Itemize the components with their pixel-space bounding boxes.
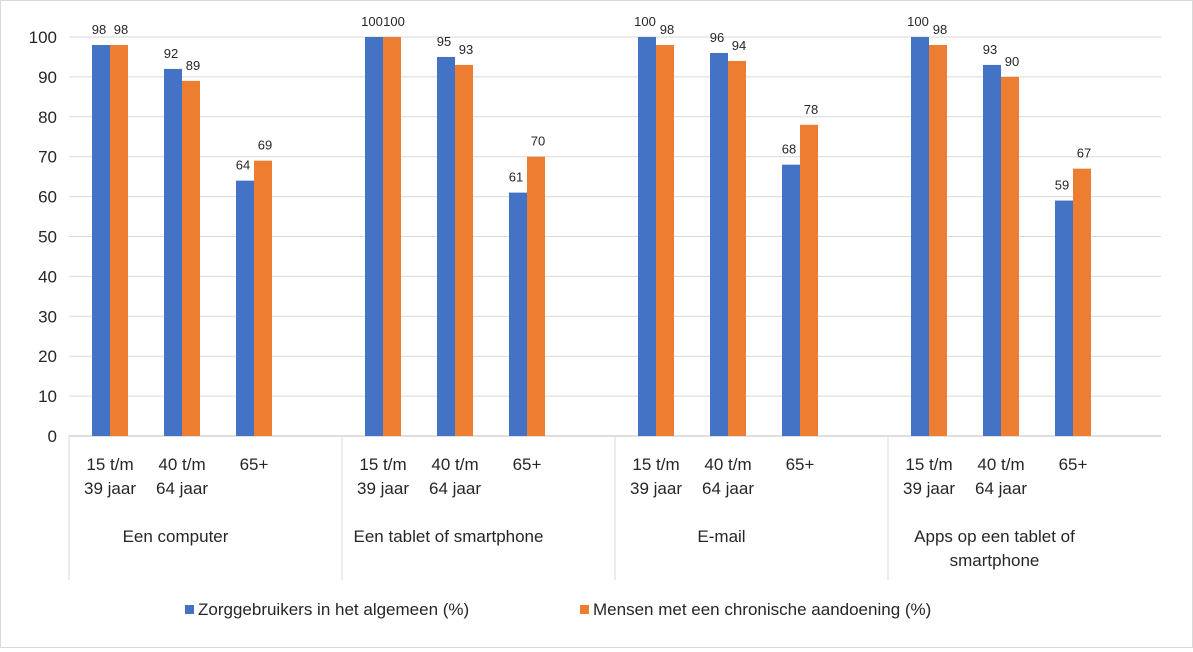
x-subcategory-label: 40 t/m [704,455,751,474]
x-group-label: smartphone [950,551,1040,570]
data-label: 100 [383,14,405,29]
x-subcategory-label: 65+ [1059,455,1088,474]
legend-swatch [185,605,194,614]
data-label: 98 [933,22,947,37]
y-tick-label: 20 [38,347,57,366]
x-subcategory-label: 39 jaar [630,479,682,498]
data-label: 93 [459,42,473,57]
bar [1055,200,1073,436]
x-group-label: Een tablet of smartphone [354,527,544,546]
bar [782,164,800,436]
data-label: 90 [1005,54,1019,69]
y-tick-label: 90 [38,68,57,87]
data-label: 89 [186,58,200,73]
bar [437,56,455,436]
x-subcategory-label: 65+ [240,455,269,474]
data-label: 100 [634,14,656,29]
legend-swatch [580,605,589,614]
y-tick-label: 60 [38,188,57,207]
data-label: 98 [92,22,106,37]
bar [383,37,401,436]
x-subcategory-label: 64 jaar [975,479,1027,498]
bar [656,44,674,436]
data-label: 94 [732,38,746,53]
x-subcategory-label: 64 jaar [429,479,481,498]
data-label: 61 [509,170,523,185]
bar [929,44,947,436]
x-subcategory-label: 15 t/m [86,455,133,474]
data-label: 78 [804,102,818,117]
bar [164,68,182,437]
data-label: 67 [1077,146,1091,161]
legend-label: Zorggebruikers in het algemeen (%) [198,600,469,619]
x-axis: 15 t/m 39 jaar 40 t/m 64 jaar 65+ Een compute… [68,436,1088,580]
x-subcategory-label: 65+ [513,455,542,474]
bar [710,52,728,437]
y-tick-label: 0 [48,427,57,446]
bar [1073,168,1091,437]
data-label: 59 [1055,178,1069,193]
y-tick-label: 10 [38,387,57,406]
bar [800,124,818,436]
x-subcategory-label: 15 t/m [359,455,406,474]
x-subcategory-label: 65+ [786,455,815,474]
x-subcategory-label: 39 jaar [84,479,136,498]
bar [983,64,1001,437]
y-tick-label: 80 [38,108,57,127]
legend: Zorggebruikers in het algemeen (%) Mensen… [185,600,931,619]
x-subcategory-label: 39 jaar [903,479,955,498]
bar [527,156,545,436]
bar [638,37,656,436]
x-subcategory-label: 40 t/m [431,455,478,474]
y-tick-label: 50 [38,228,57,247]
y-tick-label: 70 [38,148,57,167]
bar [182,80,200,436]
bars [92,37,1091,437]
bar [728,60,746,436]
y-axis: 0 10 20 30 40 50 60 70 80 90 100 [29,28,57,446]
bar [110,44,128,436]
data-label: 98 [660,22,674,37]
bar [92,44,110,436]
x-subcategory-label: 40 t/m [158,455,205,474]
data-label: 93 [983,42,997,57]
data-label: 68 [782,142,796,157]
x-group-label: Apps op een tablet of [914,527,1075,546]
data-label: 69 [258,138,272,153]
data-label: 100 [361,14,383,29]
bar [236,180,254,436]
data-label: 100 [907,14,929,29]
x-subcategory-label: 40 t/m [977,455,1024,474]
bar [455,64,473,437]
x-subcategory-label: 64 jaar [702,479,754,498]
data-label: 64 [236,158,250,173]
y-tick-label: 100 [29,28,57,47]
x-group-label: E-mail [697,527,745,546]
x-subcategory-label: 64 jaar [156,479,208,498]
data-label: 70 [531,134,545,149]
y-tick-label: 30 [38,307,57,326]
x-subcategory-label: 15 t/m [905,455,952,474]
bar [365,37,383,436]
legend-label: Mensen met een chronische aandoening (%) [593,600,931,619]
bar [911,37,929,436]
data-label: 96 [710,30,724,45]
data-label: 92 [164,46,178,61]
x-subcategory-label: 15 t/m [632,455,679,474]
bar [1001,76,1019,437]
data-label: 95 [437,34,451,49]
x-subcategory-label: 39 jaar [357,479,409,498]
data-label: 98 [114,22,128,37]
x-group-label: Een computer [123,527,229,546]
bar [509,192,527,436]
y-tick-label: 40 [38,267,57,286]
bar [254,160,272,436]
